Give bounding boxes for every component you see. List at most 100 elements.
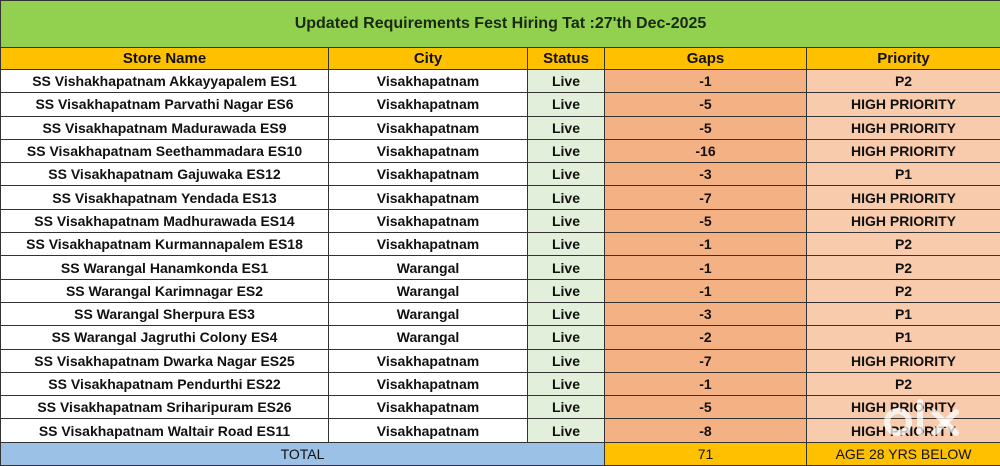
gaps-cell: -2 xyxy=(604,325,807,350)
status-cell: Live xyxy=(527,395,605,420)
gaps-cell: -1 xyxy=(604,255,807,280)
header-status: Status xyxy=(527,47,605,70)
store-name-cell: SS Visakhapatnam Sriharipuram ES26 xyxy=(0,395,329,420)
status-cell: Live xyxy=(527,92,605,117)
table-row: SS Visakhapatnam Kurmannapalem ES18 Visak… xyxy=(0,232,1000,257)
header-row: Store Name City Status Gaps Priority xyxy=(0,47,1000,70)
gaps-cell: -5 xyxy=(604,92,807,117)
city-cell: Visakhapatnam xyxy=(328,371,528,397)
table-row: SS Visakhapatnam Seethammadara ES10 Visak… xyxy=(0,138,1000,164)
gaps-cell: -8 xyxy=(604,418,807,443)
store-name-cell: SS Visakhapatnam Yendada ES13 xyxy=(0,185,329,210)
table-row: SS Visakhapatnam Dwarka Nagar ES25 Visakh… xyxy=(0,348,1000,373)
table-row: SS Visakhapatnam Gajuwaka ES12 Visakhapat… xyxy=(0,162,1000,187)
city-cell: Visakhapatnam xyxy=(328,92,528,117)
gaps-cell: -7 xyxy=(604,348,807,373)
gaps-cell: -16 xyxy=(604,138,807,164)
table-row: SS Warangal Hanamkonda ES1 Warangal Live -1… xyxy=(0,255,1000,280)
status-cell: Live xyxy=(527,325,605,350)
store-name-cell: SS Warangal Sherpura ES3 xyxy=(0,301,329,327)
priority-cell: P2 xyxy=(805,278,1000,303)
priority-cell: HIGH PRIORITY xyxy=(805,185,1000,210)
store-name-cell: SS Visakhapatnam Madurawada ES9 xyxy=(0,115,329,140)
table-row: SS Warangal Karimnagar ES2 Warangal Live -1… xyxy=(0,278,1000,303)
priority-cell: HIGH PRIORITY xyxy=(805,115,1000,140)
status-cell: Live xyxy=(527,162,605,187)
priority-cell: P2 xyxy=(805,232,1000,257)
gaps-cell: -5 xyxy=(604,208,807,234)
total-gaps: 71 xyxy=(604,441,807,466)
total-note: AGE 28 YRS BELOW xyxy=(805,441,1000,466)
priority-cell: P1 xyxy=(805,162,1000,187)
city-cell: Warangal xyxy=(328,325,528,350)
priority-cell: P2 xyxy=(805,68,1000,94)
store-name-cell: SS Visakhapatnam Parvathi Nagar ES6 xyxy=(0,92,329,117)
table-row: SS Visakhapatnam Sriharipuram ES26 Visakh… xyxy=(0,395,1000,420)
table-row: SS Visakhapatnam Yendada ES13 Visakhapatn… xyxy=(0,185,1000,210)
priority-cell: HIGH PRIORITY xyxy=(805,138,1000,164)
priority-cell: HIGH PRIORITY xyxy=(805,395,1000,420)
table-row: SS Vishakhapatnam Akkayyapalem ES1 Visakh… xyxy=(0,68,1000,94)
city-cell: Visakhapatnam xyxy=(328,185,528,210)
header-city: City xyxy=(328,47,528,70)
status-cell: Live xyxy=(527,418,605,443)
priority-cell: HIGH PRIORITY xyxy=(805,208,1000,234)
status-cell: Live xyxy=(527,232,605,257)
store-name-cell: SS Visakhapatnam Dwarka Nagar ES25 xyxy=(0,348,329,373)
table-row: SS Visakhapatnam Pendurthi ES22 Visakhapa… xyxy=(0,371,1000,397)
priority-cell: HIGH PRIORITY xyxy=(805,348,1000,373)
priority-cell: HIGH PRIORITY xyxy=(805,92,1000,117)
gaps-cell: -5 xyxy=(604,115,807,140)
city-cell: Visakhapatnam xyxy=(328,348,528,373)
status-cell: Live xyxy=(527,68,605,94)
city-cell: Warangal xyxy=(328,278,528,303)
gaps-cell: -1 xyxy=(604,371,807,397)
store-name-cell: SS Vishakhapatnam Akkayyapalem ES1 xyxy=(0,68,329,94)
table-row: SS Warangal Jagruthi Colony ES4 Warangal L… xyxy=(0,325,1000,350)
status-cell: Live xyxy=(527,348,605,373)
city-cell: Visakhapatnam xyxy=(328,208,528,234)
table-row: SS Visakhapatnam Waltair Road ES11 Visakh… xyxy=(0,418,1000,443)
total-row: TOTAL 71 AGE 28 YRS BELOW xyxy=(0,441,1000,466)
status-cell: Live xyxy=(527,208,605,234)
priority-cell: P1 xyxy=(805,301,1000,327)
status-cell: Live xyxy=(527,371,605,397)
header-priority: Priority xyxy=(805,47,1000,70)
gaps-cell: -3 xyxy=(604,301,807,327)
priority-cell: P2 xyxy=(805,255,1000,280)
store-name-cell: SS Visakhapatnam Pendurthi ES22 xyxy=(0,371,329,397)
gaps-cell: -1 xyxy=(604,68,807,94)
store-name-cell: SS Visakhapatnam Seethammadara ES10 xyxy=(0,138,329,164)
gaps-cell: -7 xyxy=(604,185,807,210)
city-cell: Visakhapatnam xyxy=(328,115,528,140)
gaps-cell: -1 xyxy=(604,232,807,257)
city-cell: Warangal xyxy=(328,255,528,280)
priority-cell: P2 xyxy=(805,371,1000,397)
gaps-cell: -1 xyxy=(604,278,807,303)
status-cell: Live xyxy=(527,255,605,280)
gaps-cell: -3 xyxy=(604,162,807,187)
store-name-cell: SS Visakhapatnam Waltair Road ES11 xyxy=(0,418,329,443)
city-cell: Visakhapatnam xyxy=(328,395,528,420)
city-cell: Visakhapatnam xyxy=(328,68,528,94)
status-cell: Live xyxy=(527,115,605,140)
city-cell: Visakhapatnam xyxy=(328,232,528,257)
table-row: SS Warangal Sherpura ES3 Warangal Live -3 P1 xyxy=(0,301,1000,327)
header-gaps: Gaps xyxy=(604,47,807,70)
city-cell: Visakhapatnam xyxy=(328,162,528,187)
city-cell: Visakhapatnam xyxy=(328,418,528,443)
priority-cell: P1 xyxy=(805,325,1000,350)
priority-cell: HIGH PRIORITY xyxy=(805,418,1000,443)
city-cell: Warangal xyxy=(328,301,528,327)
table-row: SS Visakhapatnam Parvathi Nagar ES6 Visak… xyxy=(0,92,1000,117)
status-cell: Live xyxy=(527,301,605,327)
store-name-cell: SS Visakhapatnam Gajuwaka ES12 xyxy=(0,162,329,187)
store-name-cell: SS Warangal Karimnagar ES2 xyxy=(0,278,329,303)
store-name-cell: SS Warangal Jagruthi Colony ES4 xyxy=(0,325,329,350)
store-name-cell: SS Visakhapatnam Kurmannapalem ES18 xyxy=(0,232,329,257)
store-name-cell: SS Visakhapatnam Madhurawada ES14 xyxy=(0,208,329,234)
status-cell: Live xyxy=(527,138,605,164)
header-store-name: Store Name xyxy=(0,47,329,70)
table-row: SS Visakhapatnam Madurawada ES9 Visakhapa… xyxy=(0,115,1000,140)
